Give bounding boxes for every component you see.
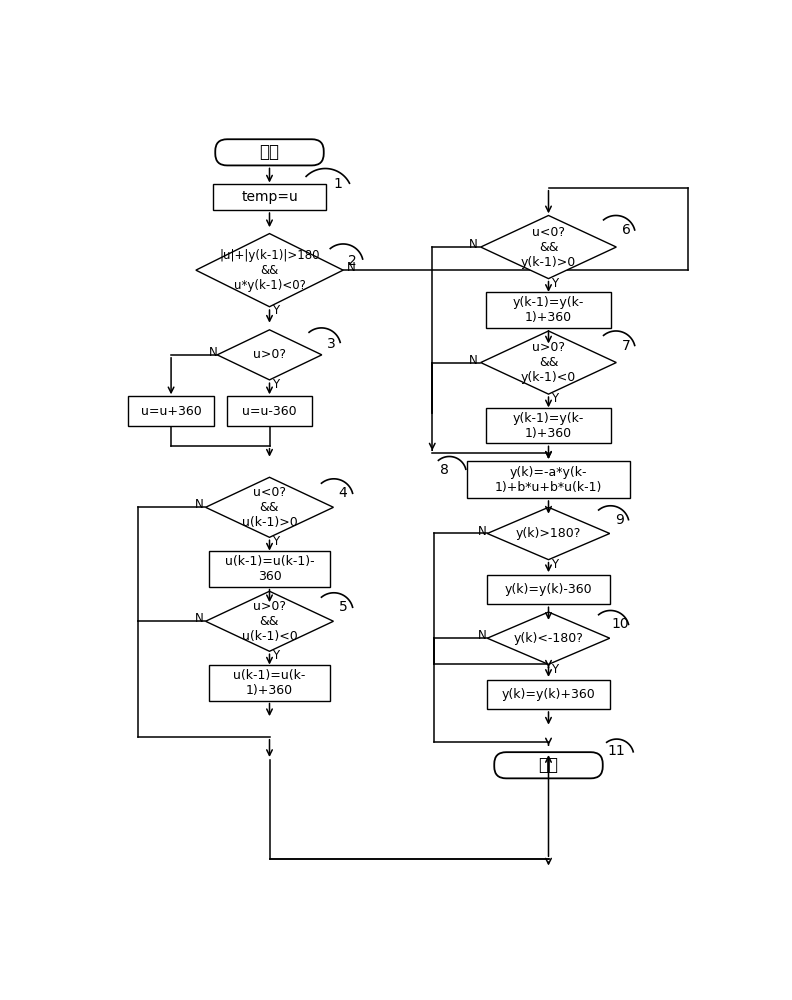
Text: N: N <box>208 346 217 359</box>
Text: 11: 11 <box>607 744 626 758</box>
Text: Y: Y <box>272 304 280 317</box>
Text: Y: Y <box>551 392 558 405</box>
Bar <box>213 184 326 210</box>
Bar <box>209 551 329 587</box>
Text: 1: 1 <box>333 177 342 191</box>
Polygon shape <box>206 477 333 537</box>
Text: N: N <box>469 354 478 367</box>
Text: Y: Y <box>551 277 558 290</box>
Text: y(k)>180?: y(k)>180? <box>516 527 581 540</box>
Polygon shape <box>217 330 322 380</box>
Bar <box>467 461 630 498</box>
Text: u>0?: u>0? <box>253 348 286 361</box>
Polygon shape <box>196 234 343 307</box>
Bar <box>487 575 610 604</box>
Text: u<0?
&&
y(k-1)>0: u<0? && y(k-1)>0 <box>521 226 576 269</box>
Text: y(k-1)=y(k-
1)+360: y(k-1)=y(k- 1)+360 <box>512 412 584 440</box>
Text: u=u+360: u=u+360 <box>141 405 201 418</box>
Text: y(k)<-180?: y(k)<-180? <box>513 632 584 645</box>
Text: |u|+|y(k-1)|>180
&&
u*y(k-1)<0?: |u|+|y(k-1)|>180 && u*y(k-1)<0? <box>219 249 320 292</box>
Text: 6: 6 <box>622 223 630 237</box>
Polygon shape <box>481 331 616 394</box>
Text: y(k-1)=y(k-
1)+360: y(k-1)=y(k- 1)+360 <box>512 296 584 324</box>
Polygon shape <box>487 507 610 560</box>
Text: 7: 7 <box>622 339 630 353</box>
Bar <box>128 396 214 426</box>
Text: 3: 3 <box>327 337 336 351</box>
Bar <box>227 396 312 426</box>
Text: Y: Y <box>551 558 558 571</box>
FancyBboxPatch shape <box>494 752 603 778</box>
Bar <box>485 408 611 443</box>
FancyBboxPatch shape <box>215 139 324 165</box>
Text: N: N <box>196 612 204 625</box>
Text: u>0?
&&
u(k-1)<0: u>0? && u(k-1)<0 <box>242 600 297 643</box>
Text: Y: Y <box>272 649 280 662</box>
Text: u(k-1)=u(k-
1)+360: u(k-1)=u(k- 1)+360 <box>234 669 306 697</box>
Text: N: N <box>478 525 487 538</box>
Bar <box>485 292 611 328</box>
Text: N: N <box>196 498 204 512</box>
Text: 4: 4 <box>339 486 348 500</box>
Polygon shape <box>206 591 333 651</box>
Text: 10: 10 <box>611 617 630 631</box>
Text: u=u-360: u=u-360 <box>242 405 297 418</box>
Text: 2: 2 <box>348 254 357 268</box>
Text: u>0?
&&
y(k-1)<0: u>0? && y(k-1)<0 <box>521 341 576 384</box>
Text: 8: 8 <box>440 463 449 477</box>
Text: 5: 5 <box>339 600 348 614</box>
Text: 结束: 结束 <box>539 756 558 774</box>
Text: u<0?
&&
u(k-1)>0: u<0? && u(k-1)>0 <box>242 486 297 529</box>
Text: Y: Y <box>272 378 280 391</box>
Bar <box>487 680 610 709</box>
Text: y(k)=y(k)-360: y(k)=y(k)-360 <box>505 583 592 596</box>
Text: y(k)=-a*y(k-
1)+b*u+b*u(k-1): y(k)=-a*y(k- 1)+b*u+b*u(k-1) <box>495 466 602 494</box>
Text: u(k-1)=u(k-1)-
360: u(k-1)=u(k-1)- 360 <box>225 555 314 583</box>
Text: N: N <box>347 261 356 274</box>
Text: N: N <box>478 629 487 642</box>
Polygon shape <box>487 612 610 664</box>
Text: temp=u: temp=u <box>241 190 298 204</box>
Text: Y: Y <box>272 535 280 548</box>
Text: 9: 9 <box>615 513 624 527</box>
Text: y(k)=y(k)+360: y(k)=y(k)+360 <box>501 688 596 701</box>
Text: Y: Y <box>551 663 558 676</box>
Polygon shape <box>481 215 616 279</box>
Text: 开始: 开始 <box>260 143 280 161</box>
Bar <box>209 665 329 701</box>
Text: N: N <box>469 238 478 251</box>
